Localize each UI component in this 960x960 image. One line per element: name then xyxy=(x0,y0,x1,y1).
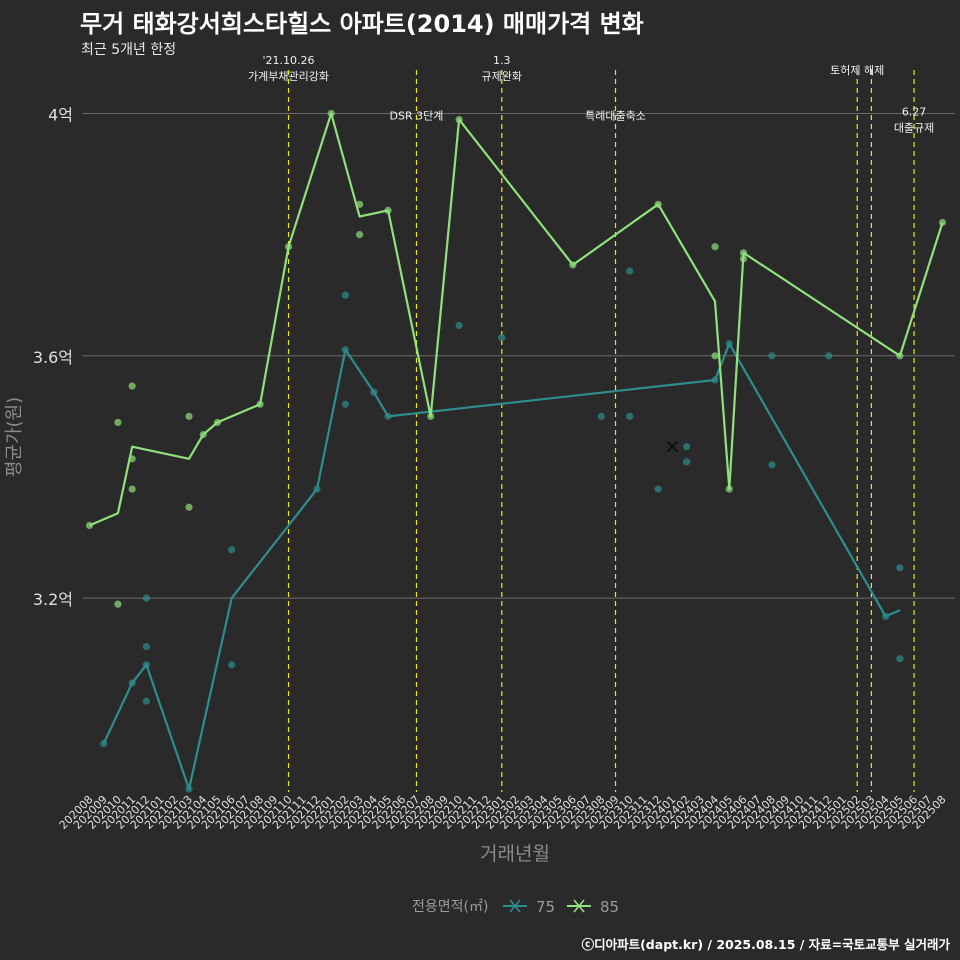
y-tick-label: 3.6억 xyxy=(33,348,73,367)
data-point-75 xyxy=(498,334,506,342)
data-point-85 xyxy=(284,243,293,251)
data-point-75 xyxy=(142,643,150,651)
data-point-85 xyxy=(128,455,136,463)
data-point-85 xyxy=(356,200,364,208)
event-label: DSR 3단계 xyxy=(390,109,444,122)
data-point-75 xyxy=(341,346,349,354)
data-point-85 xyxy=(739,249,748,257)
data-point-85 xyxy=(114,418,122,427)
data-point-85 xyxy=(114,600,122,608)
legend-title: 전용면적(㎡) xyxy=(412,899,488,915)
data-point-75 xyxy=(313,485,321,493)
data-point-75 xyxy=(100,739,108,748)
legend-key-75 xyxy=(509,899,521,913)
data-point-75 xyxy=(341,291,349,299)
data-point-85 xyxy=(896,352,904,360)
y-tick-label: 3.2억 xyxy=(33,590,73,609)
data-point-75 xyxy=(896,655,904,663)
data-point-75 xyxy=(768,352,776,360)
source-caption: ⓒ디아파트(dapt.kr) / 2025.08.15 / 자료=국토교통부 실… xyxy=(581,937,950,952)
data-point-75 xyxy=(768,461,776,469)
data-point-85 xyxy=(711,352,719,360)
event-label: 규제완화 xyxy=(482,70,522,83)
chart-subtitle: 최근 5개년 한정 xyxy=(81,42,177,58)
data-point-85 xyxy=(85,521,94,530)
data-point-75 xyxy=(228,661,236,669)
data-point-85 xyxy=(356,231,364,239)
legend-key-85 xyxy=(573,899,585,913)
data-point-75 xyxy=(128,679,136,687)
chart-title: 무거 태화강서희스타힐스 아파트(2014) 매매가격 변화 xyxy=(80,10,644,38)
data-point-85 xyxy=(327,109,335,118)
series-line-85 xyxy=(89,112,944,527)
y-tick-label: 4억 xyxy=(48,105,73,124)
event-label: 대출규제 xyxy=(894,122,934,135)
data-point-75 xyxy=(896,564,904,572)
event-label: 6.27 xyxy=(902,106,927,119)
data-point-75 xyxy=(384,412,392,420)
data-point-85 xyxy=(128,485,136,493)
policy-event-lines xyxy=(287,70,915,792)
event-label: 토허제 해제 xyxy=(830,63,884,77)
data-point-85 xyxy=(739,255,748,263)
data-point-85 xyxy=(654,200,662,208)
data-point-85 xyxy=(199,430,207,439)
data-point-85 xyxy=(384,206,392,214)
data-point-75 xyxy=(455,321,463,330)
gridlines xyxy=(82,112,955,599)
data-point-75 xyxy=(142,697,150,705)
legend: 전용면적(㎡) 75 85 xyxy=(412,898,619,916)
data-point-75 xyxy=(882,612,890,620)
data-point-75 xyxy=(142,661,150,669)
data-point-85 xyxy=(455,115,463,124)
series-lines xyxy=(89,112,944,791)
data-point-85 xyxy=(185,503,193,511)
data-point-75 xyxy=(370,388,378,396)
legend-label-75: 75 xyxy=(536,898,555,916)
data-point-85 xyxy=(128,382,136,390)
data-point-85 xyxy=(938,218,947,227)
data-point-85 xyxy=(711,243,719,251)
transaction-points xyxy=(85,109,947,793)
data-point-75 xyxy=(185,785,193,793)
data-point-85 xyxy=(725,485,733,493)
axes: 평균가(원) 거래년월 3.2억3.6억4억202008202009202010… xyxy=(4,105,949,865)
data-point-75 xyxy=(228,546,236,554)
data-point-85 xyxy=(256,400,264,408)
data-point-85 xyxy=(427,412,435,420)
data-point-75 xyxy=(683,443,691,451)
event-label: 가계부채관리강화 xyxy=(248,70,329,83)
legend-label-85: 85 xyxy=(600,898,619,916)
data-point-75 xyxy=(626,267,634,275)
data-point-75 xyxy=(825,352,833,360)
data-point-75 xyxy=(626,412,634,420)
event-label: '21.10.26 xyxy=(263,54,315,67)
data-point-75 xyxy=(142,594,150,602)
data-point-85 xyxy=(213,418,222,427)
data-point-75 xyxy=(654,485,662,493)
data-point-75 xyxy=(341,400,349,408)
data-point-75 xyxy=(725,340,733,348)
event-label: 1.3 xyxy=(493,54,511,67)
data-point-85 xyxy=(185,412,193,420)
data-point-85 xyxy=(569,261,577,269)
data-point-75 xyxy=(683,458,691,466)
event-label: 특례대출축소 xyxy=(585,109,646,122)
data-point-75 xyxy=(711,376,719,384)
data-point-75 xyxy=(597,412,605,420)
x-axis-title: 거래년월 xyxy=(480,843,550,865)
cross-marker xyxy=(666,440,679,453)
y-axis-title: 평균가(원) xyxy=(4,397,25,477)
